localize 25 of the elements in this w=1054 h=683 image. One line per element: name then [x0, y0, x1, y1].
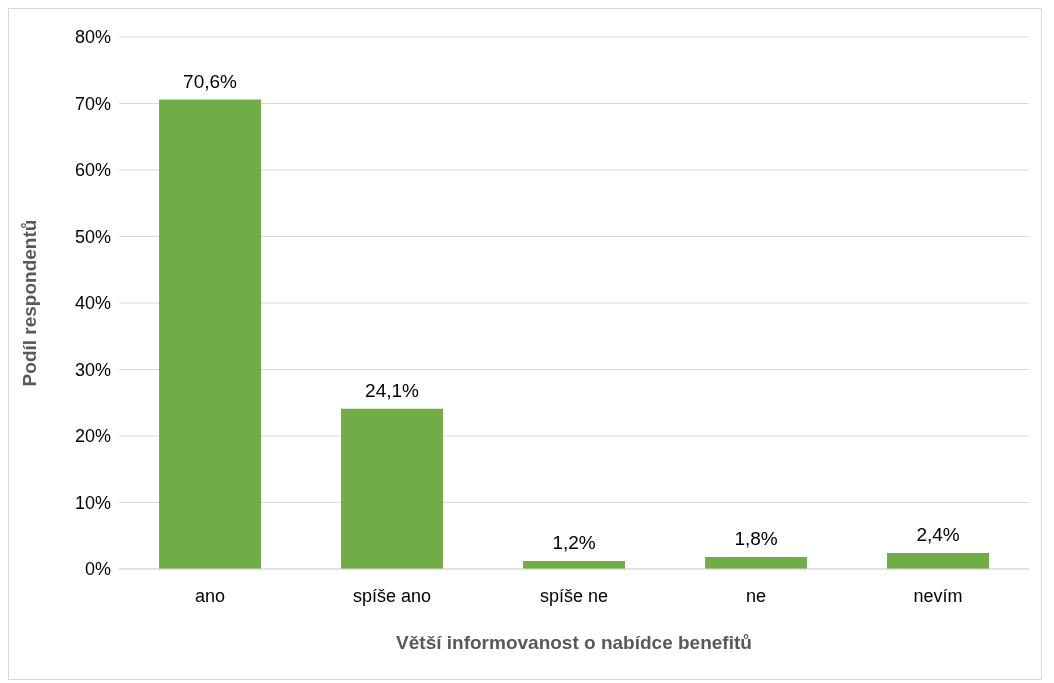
bar [705, 557, 808, 569]
y-tick-label: 0% [84, 559, 111, 580]
x-axis-title: Větší informovanost o nabídce benefitů [396, 632, 752, 653]
y-tick-label: 70% [74, 93, 111, 114]
x-tick-label: ne [745, 585, 767, 606]
y-tick-label: 80% [74, 27, 111, 48]
y-tick-label: 40% [74, 293, 111, 314]
y-tick-label: 30% [74, 359, 111, 380]
data-label: 1,8% [734, 528, 778, 550]
bar [159, 99, 262, 569]
x-tick-label: spíše ano [352, 585, 432, 606]
x-tick-label: ano [194, 585, 226, 606]
bar [887, 553, 990, 569]
data-label: 2,4% [916, 524, 960, 546]
data-label: 24,1% [365, 379, 420, 401]
y-tick-label: 20% [74, 426, 111, 447]
bar [341, 408, 444, 569]
y-tick-label: 60% [74, 160, 111, 181]
y-tick-label: 10% [74, 492, 111, 513]
y-tick-label: 50% [74, 226, 111, 247]
x-tick-label: spíše ne [539, 585, 609, 606]
y-axis-title: Podíl respondentů [18, 219, 40, 387]
data-label: 70,6% [183, 70, 238, 92]
data-label: 1,2% [552, 532, 596, 554]
x-tick-label: nevím [913, 585, 963, 606]
